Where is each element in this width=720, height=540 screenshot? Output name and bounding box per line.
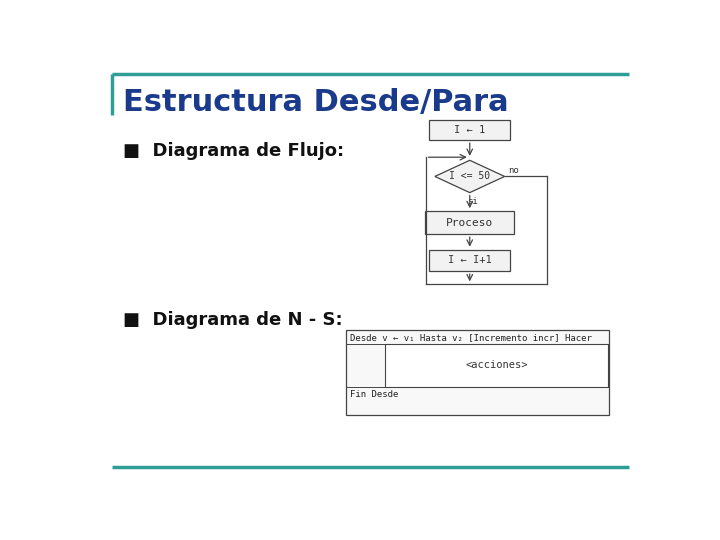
FancyBboxPatch shape xyxy=(426,211,514,234)
Text: I ← 1: I ← 1 xyxy=(454,125,485,135)
Text: ■  Diagrama de N - S:: ■ Diagrama de N - S: xyxy=(122,311,342,329)
FancyBboxPatch shape xyxy=(429,249,510,271)
Text: Proceso: Proceso xyxy=(446,218,493,228)
Text: ■  Diagrama de Flujo:: ■ Diagrama de Flujo: xyxy=(122,142,343,160)
Polygon shape xyxy=(435,160,505,193)
FancyBboxPatch shape xyxy=(346,330,609,415)
Text: <acciones>: <acciones> xyxy=(465,361,528,370)
Text: Desde v ← v₁ Hasta v₂ [Incremento incr] Hacer: Desde v ← v₁ Hasta v₂ [Incremento incr] … xyxy=(350,334,592,342)
Text: Fin Desde: Fin Desde xyxy=(350,390,398,399)
Text: I ← I+1: I ← I+1 xyxy=(448,255,492,265)
Text: Estructura Desde/Para: Estructura Desde/Para xyxy=(122,88,508,117)
Text: si: si xyxy=(467,197,478,206)
FancyBboxPatch shape xyxy=(429,120,510,140)
FancyBboxPatch shape xyxy=(384,345,608,387)
Text: I <= 50: I <= 50 xyxy=(449,172,490,181)
Text: no: no xyxy=(508,166,518,175)
